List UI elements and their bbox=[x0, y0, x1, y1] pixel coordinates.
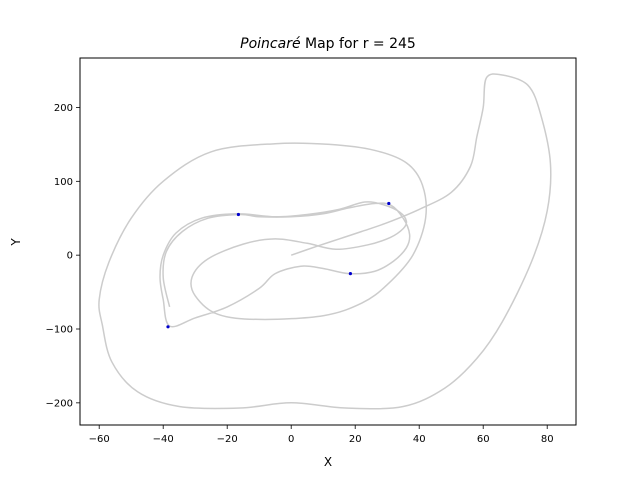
y-tick-label: 100 bbox=[54, 177, 73, 188]
x-axis-title: X bbox=[324, 455, 332, 469]
y-tick-label: 0 bbox=[67, 251, 73, 262]
section-point bbox=[166, 325, 170, 329]
section-point bbox=[236, 212, 240, 217]
x-tick-label: 40 bbox=[413, 434, 426, 445]
x-tick-label: −20 bbox=[217, 434, 238, 445]
chart-title-italic: Poincaré bbox=[240, 36, 301, 52]
x-tick-label: 20 bbox=[349, 434, 362, 445]
y-tick-label: −100 bbox=[46, 325, 73, 336]
x-tick-label: −40 bbox=[153, 434, 174, 445]
x-tick-label: 0 bbox=[288, 434, 294, 445]
section-point bbox=[387, 201, 391, 206]
chart-title: Poincaré Map for r = 245 bbox=[240, 36, 416, 52]
x-tick-label: −60 bbox=[89, 434, 110, 445]
x-tick-label: 60 bbox=[477, 434, 490, 445]
y-tick-label: 200 bbox=[54, 103, 73, 114]
y-axis-title: Y bbox=[9, 238, 23, 247]
chart-title-rest: Map for r = 245 bbox=[301, 36, 416, 52]
axes-frame bbox=[79, 57, 577, 426]
plot-area bbox=[98, 73, 552, 410]
x-tick-label: 80 bbox=[541, 434, 554, 445]
trajectory-line bbox=[98, 73, 552, 410]
y-tick-label: −200 bbox=[46, 398, 73, 409]
section-point bbox=[348, 272, 352, 276]
